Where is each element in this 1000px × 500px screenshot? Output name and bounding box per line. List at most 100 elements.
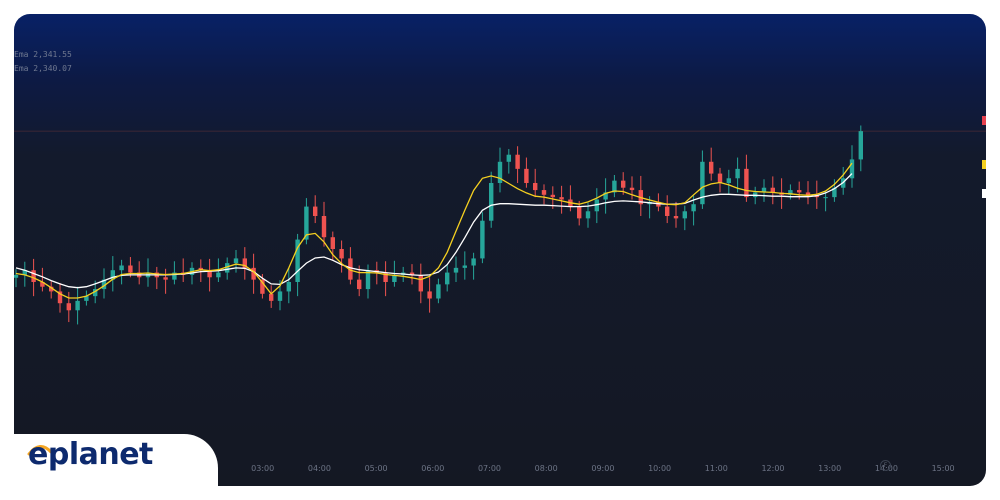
candle (84, 296, 89, 301)
candle (242, 258, 247, 268)
x-tick-label: 05:00 (365, 464, 388, 473)
candle (849, 159, 855, 179)
candle (66, 303, 71, 311)
candle (726, 178, 731, 183)
x-tick-label: 10:00 (648, 464, 671, 473)
candle (198, 267, 203, 271)
candle (832, 187, 837, 198)
candle (286, 282, 291, 292)
price-marker-white (982, 189, 986, 198)
x-tick-label: 09:00 (591, 464, 614, 473)
candle (585, 211, 591, 219)
candle (594, 199, 599, 212)
candle (392, 274, 397, 282)
x-tick-label: 12:00 (761, 464, 784, 473)
candle (550, 194, 555, 198)
candle (506, 154, 511, 162)
candle (735, 168, 740, 179)
ema-slow-line (15, 173, 853, 289)
candle (418, 274, 423, 292)
price-chart[interactable]: 02:0003:0004:0005:0006:0007:0008:0009:00… (14, 14, 986, 486)
x-tick-label: 06:00 (421, 464, 444, 473)
candle (462, 265, 467, 268)
candle (31, 270, 36, 282)
candle (489, 183, 494, 221)
candle (665, 206, 670, 216)
candle (559, 197, 564, 200)
x-axis: 02:0003:0004:0005:0006:0007:0008:0009:00… (194, 464, 954, 473)
candle (427, 291, 432, 299)
candle (260, 279, 265, 294)
candle (277, 291, 283, 301)
legend-ema-fast: Ema 2,341.55 (14, 50, 72, 59)
candle (128, 265, 133, 273)
candle (533, 183, 538, 191)
candle (823, 197, 828, 199)
candle (295, 239, 300, 282)
logo-arc-icon (27, 445, 53, 456)
x-tick-label: 08:00 (535, 464, 558, 473)
candle (40, 282, 45, 287)
x-tick-label: 13:00 (818, 464, 841, 473)
candle (49, 286, 54, 292)
candle (14, 274, 19, 278)
brand-logo: eplanet (28, 437, 153, 472)
candle (770, 187, 775, 193)
candle (761, 187, 767, 193)
indicator-legend: Ema 2,341.55 Ema 2,340.07 (14, 48, 72, 76)
candle (233, 258, 239, 264)
tradingview-icon[interactable]: F (880, 460, 891, 471)
candle (445, 272, 450, 285)
x-tick-label: 03:00 (251, 464, 274, 473)
candle (603, 192, 608, 200)
candle (436, 284, 441, 299)
candle (321, 216, 327, 238)
candle (805, 192, 811, 195)
candle (57, 291, 63, 304)
candle (339, 249, 344, 259)
candle (797, 190, 802, 193)
x-tick-label: 04:00 (308, 464, 331, 473)
ema-fast-line (15, 162, 853, 299)
candle (691, 204, 696, 212)
candle (269, 293, 274, 301)
candle (93, 289, 98, 297)
candle (22, 270, 27, 275)
candle (207, 270, 212, 278)
x-tick-label: 11:00 (705, 464, 728, 473)
candle (348, 258, 353, 280)
price-marker-red (982, 116, 986, 125)
candle (75, 300, 80, 311)
candle (110, 270, 115, 280)
candle (524, 168, 529, 183)
x-tick-label: 07:00 (478, 464, 501, 473)
candle (119, 265, 124, 271)
candle (251, 267, 256, 280)
candle (409, 272, 415, 275)
candle (700, 161, 705, 205)
legend-ema-slow: Ema 2,340.07 (14, 64, 72, 73)
price-marker-yellow (982, 160, 986, 169)
chart-card: Ema 2,341.55 Ema 2,340.07 02:0003:0004:0… (14, 14, 986, 486)
candle (682, 211, 687, 219)
candle (629, 187, 635, 191)
brand-logo-panel (0, 434, 218, 500)
candle (673, 216, 679, 219)
candle (744, 168, 749, 198)
candle (101, 279, 107, 290)
candle (304, 206, 309, 240)
candle (788, 190, 793, 195)
candle (453, 267, 459, 273)
candle (471, 258, 476, 266)
candle (541, 190, 547, 195)
candle (172, 272, 177, 280)
candle (357, 279, 362, 290)
candle (216, 272, 221, 278)
candle (313, 206, 318, 216)
candle (717, 173, 723, 183)
candle (709, 161, 714, 174)
candle (225, 263, 230, 273)
candle (612, 180, 617, 193)
candle (497, 161, 503, 183)
candle (330, 237, 335, 249)
